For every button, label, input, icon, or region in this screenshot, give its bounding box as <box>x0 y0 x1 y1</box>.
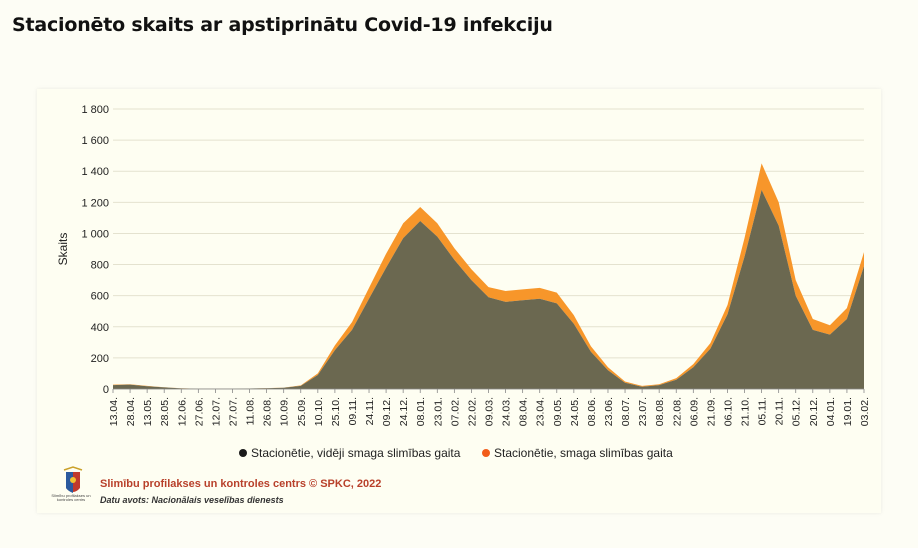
y-tick-label: 1 800 <box>81 104 109 116</box>
x-axis: 13.04. 28.04. 13.05. 28.05. 12.06. 27.06. 12.0… <box>108 389 871 426</box>
x-tick-label: 28.05. <box>159 397 171 426</box>
legend-label: Stacionētie, vidēji smaga slimības gaita <box>251 446 461 460</box>
x-tick-label: 12.07. <box>210 397 222 426</box>
x-tick-label: 25.09. <box>296 397 308 426</box>
publisher-credit: Slimību profilakses un kontroles centrs … <box>100 478 382 490</box>
x-tick-label: 27.07. <box>227 397 239 426</box>
legend-label: Stacionētie, smaga slimības gaita <box>494 446 673 460</box>
x-tick-label: 22.02. <box>466 397 478 426</box>
x-tick-label: 27.06. <box>193 397 205 426</box>
x-tick-label: 21.09. <box>705 397 717 426</box>
data-source: Datu avots: Nacionālais veselības dienes… <box>100 495 284 505</box>
x-tick-label: 09.03. <box>484 397 496 426</box>
y-tick-label: 400 <box>91 322 109 334</box>
x-tick-label: 28.04. <box>125 397 137 426</box>
chart-panel: 0 200 400 600 800 1 000 1 200 1 400 1 600 1 800 1… <box>37 89 881 513</box>
legend: Stacionētie, vidēji smaga slimības gaita… <box>239 446 673 460</box>
x-tick-label: 24.12. <box>398 397 410 426</box>
x-tick-label: 13.04. <box>108 397 120 426</box>
x-tick-label: 07.02. <box>449 397 461 426</box>
x-tick-label: 08.07. <box>620 397 632 426</box>
y-axis: 0 200 400 600 800 1 000 1 200 1 400 1 600 1 800 <box>81 104 109 396</box>
x-tick-label: 13.05. <box>142 397 154 426</box>
gridlines <box>113 108 864 390</box>
y-tick-label: 0 <box>103 384 109 396</box>
page-title: Stacionēto skaits ar apstiprinātu Covid-… <box>12 14 553 36</box>
x-tick-label: 20.12. <box>808 397 820 426</box>
x-tick-label: 23.06. <box>603 397 615 426</box>
x-tick-label: 19.01. <box>842 397 854 426</box>
area-moderate-series <box>113 189 864 389</box>
x-tick-label: 04.01. <box>825 397 837 426</box>
x-tick-label: 08.08. <box>654 397 666 426</box>
logo-caption: Slimību profilakses un kontroles centrs <box>51 493 91 502</box>
x-tick-label: 25.10. <box>330 397 342 426</box>
spkc-logo-icon <box>63 466 83 493</box>
area-series <box>113 163 864 390</box>
x-tick-label: 05.11. <box>757 397 769 425</box>
x-tick-label: 24.03. <box>501 397 513 426</box>
y-tick-label: 1 000 <box>81 228 109 240</box>
y-tick-label: 1 400 <box>81 166 109 178</box>
x-tick-label: 08.01. <box>415 397 427 426</box>
x-tick-label: 22.08. <box>671 397 683 426</box>
covid-hospitalization-chart: 0 200 400 600 800 1 000 1 200 1 400 1 600 1 800 1… <box>56 104 871 460</box>
x-tick-label: 03.02. <box>859 397 871 426</box>
y-tick-label: 800 <box>91 260 109 272</box>
x-tick-label: 09.05. <box>552 397 564 426</box>
x-tick-label: 24.05. <box>569 397 581 426</box>
x-tick-label: 24.11. <box>364 397 376 425</box>
x-tick-label: 23.07. <box>637 397 649 426</box>
x-tick-label: 12.06. <box>176 397 188 426</box>
y-axis-label: Skaits <box>56 233 70 266</box>
x-tick-label: 09.11. <box>347 397 359 425</box>
y-tick-label: 600 <box>91 291 109 303</box>
x-tick-label: 21.10. <box>740 397 752 426</box>
x-tick-label: 23.01. <box>432 397 444 426</box>
x-tick-label: 05.12. <box>791 397 803 426</box>
y-tick-label: 1 600 <box>81 135 109 147</box>
legend-marker <box>482 449 490 457</box>
legend-marker <box>239 449 247 457</box>
y-tick-label: 1 200 <box>81 197 109 209</box>
x-tick-label: 08.04. <box>518 397 530 426</box>
x-tick-label: 11.08. <box>245 397 257 425</box>
y-tick-label: 200 <box>91 353 109 365</box>
x-tick-label: 09.12. <box>381 397 393 426</box>
x-tick-label: 06.09. <box>688 397 700 426</box>
x-tick-label: 06.10. <box>722 397 734 426</box>
x-tick-label: 20.11. <box>774 397 786 425</box>
x-tick-label: 10.10. <box>313 397 325 426</box>
x-tick-label: 10.09. <box>279 397 291 426</box>
x-tick-label: 23.04. <box>535 397 547 426</box>
x-tick-label: 26.08. <box>262 397 274 426</box>
x-tick-label: 08.06. <box>586 397 598 426</box>
